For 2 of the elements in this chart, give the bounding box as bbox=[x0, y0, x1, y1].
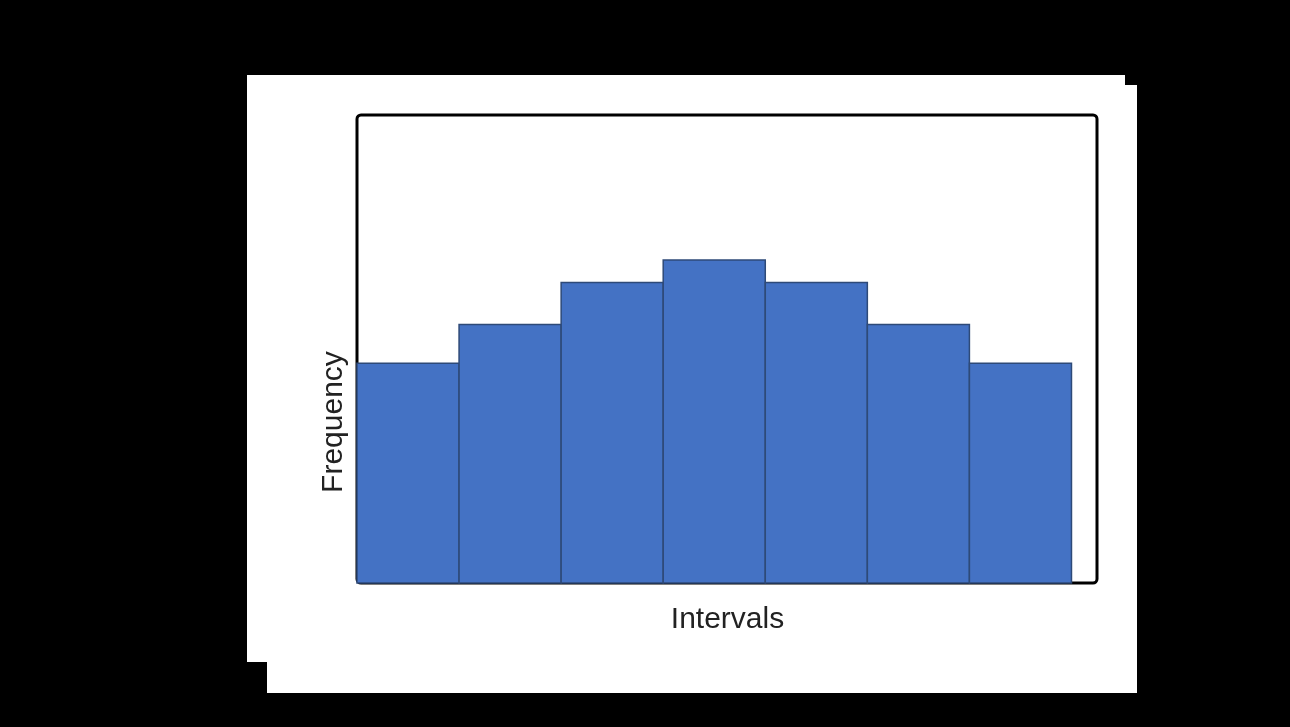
y-axis-title: Frequency bbox=[314, 351, 348, 493]
x-axis-title: Intervals bbox=[670, 600, 785, 634]
